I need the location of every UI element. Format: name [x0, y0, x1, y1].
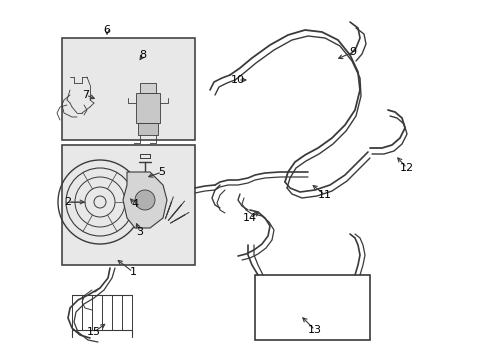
Text: 1: 1	[129, 267, 136, 277]
Text: 7: 7	[82, 90, 89, 100]
Text: 8: 8	[139, 50, 146, 60]
Text: 6: 6	[103, 25, 110, 35]
Text: 13: 13	[307, 325, 321, 335]
Circle shape	[135, 190, 155, 210]
Text: 3: 3	[136, 227, 143, 237]
Text: 9: 9	[349, 47, 356, 57]
Bar	[138, 123, 158, 135]
Text: 5: 5	[158, 167, 165, 177]
Bar	[140, 83, 156, 93]
Text: 12: 12	[399, 163, 413, 173]
Text: 11: 11	[317, 190, 331, 200]
Text: 10: 10	[230, 75, 244, 85]
Bar	[62, 145, 195, 265]
Bar	[62, 38, 195, 140]
Text: 14: 14	[243, 213, 257, 223]
Text: 15: 15	[87, 327, 101, 337]
Text: 4: 4	[131, 199, 138, 209]
Bar	[254, 275, 369, 340]
Bar	[136, 93, 160, 123]
Polygon shape	[123, 172, 167, 228]
Text: 2: 2	[64, 197, 71, 207]
